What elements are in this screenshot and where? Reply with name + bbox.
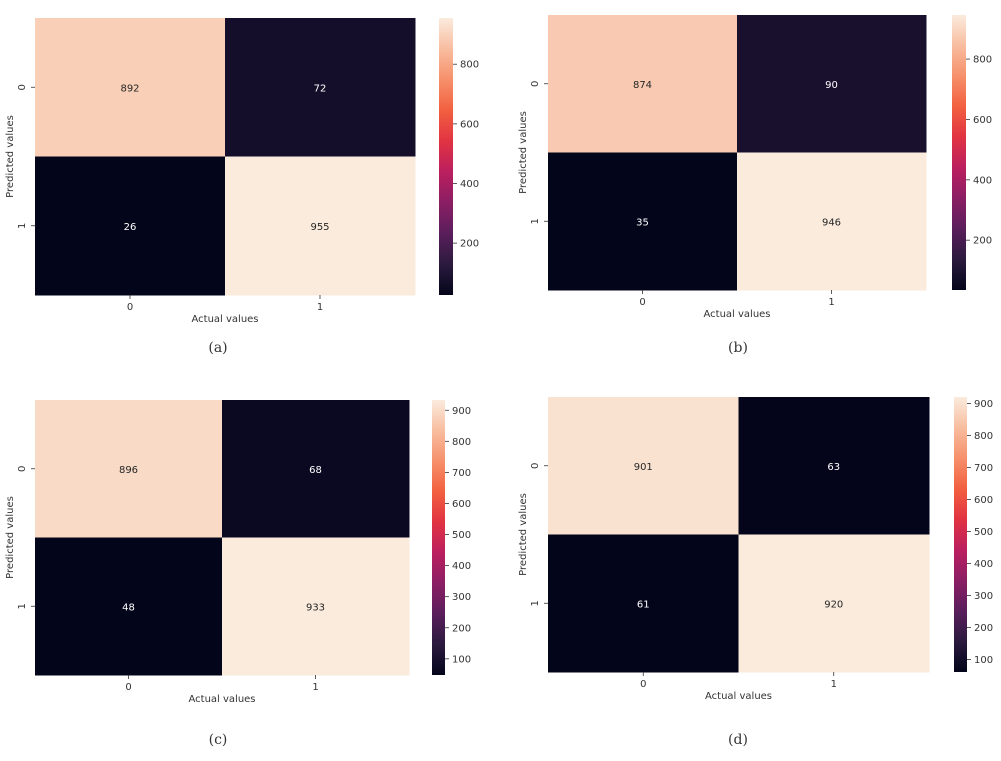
colorbar-tick-label-3: 400	[452, 561, 471, 572]
y-tick-label-1: 1	[17, 603, 28, 609]
colorbar-tick-label-6: 700	[974, 463, 993, 474]
y-axis-label: Predicted values	[518, 111, 529, 194]
heatmap-a: 892 72 26 955 0 1 0 1 Actual values Predicted val…	[5, 18, 479, 325]
caption-d: (d)	[728, 732, 748, 748]
cell-0-0	[548, 15, 738, 153]
y-tick-label-0: 0	[530, 463, 541, 469]
y-tick-label-1: 1	[530, 600, 541, 606]
y-axis-label: Predicted values	[5, 115, 16, 198]
cell-value-0-0: 901	[634, 462, 653, 473]
cell-1-1	[737, 152, 927, 291]
cell-value-1-1: 946	[822, 217, 841, 228]
colorbar-tick-label-3: 400	[974, 559, 993, 570]
y-axis-label: Predicted values	[518, 493, 529, 576]
caption-b: (b)	[728, 340, 748, 356]
colorbar-tick-label-2: 300	[974, 591, 993, 602]
cell-1-0	[35, 537, 223, 676]
y-tick-label-0: 0	[17, 466, 28, 472]
colorbar	[954, 397, 967, 672]
colorbar-tick-label-4: 500	[452, 530, 471, 541]
x-tick-label-0: 0	[127, 302, 133, 313]
cell-value-1-1: 933	[306, 602, 325, 613]
colorbar	[432, 400, 445, 675]
colorbar-tick-label-1: 400	[460, 179, 479, 190]
confusion-matrix-a: 892 72 26 955 0 1 0 1 Actual values Predicted val…	[0, 0, 500, 335]
x-axis-label: Actual values	[705, 691, 772, 702]
colorbar-tick-label-6: 700	[452, 468, 471, 479]
colorbar-tick-label-7: 800	[974, 431, 993, 442]
x-tick-label-0: 0	[125, 682, 131, 693]
cell-value-1-0: 26	[124, 222, 137, 233]
cell-value-1-0: 35	[636, 217, 649, 228]
colorbar-tick-label-2: 300	[452, 592, 471, 603]
cell-0-0	[35, 400, 223, 538]
colorbar-tick-label-0: 200	[973, 236, 992, 247]
y-tick-label-0: 0	[17, 84, 28, 90]
cell-1-1	[738, 534, 930, 673]
cell-1-0	[548, 534, 739, 673]
x-tick-label-0: 0	[639, 297, 645, 308]
confusion-matrix-c: 896 68 48 933 0 1 0 1 Actual values Predicted val…	[0, 380, 500, 715]
cell-value-1-0: 61	[637, 599, 650, 610]
cell-value-0-1: 72	[314, 83, 327, 94]
colorbar-tick-label-8: 900	[452, 406, 471, 417]
cell-0-1	[225, 18, 416, 157]
cell-0-0	[35, 18, 226, 157]
y-tick-label-0: 0	[530, 81, 541, 87]
cell-1-1	[225, 156, 416, 296]
cell-value-1-1: 955	[310, 222, 329, 233]
x-tick-label-1: 1	[317, 302, 323, 313]
cell-0-1	[737, 15, 927, 153]
y-tick-label-1: 1	[17, 223, 28, 229]
colorbar-tick-label-8: 900	[974, 399, 993, 410]
y-axis-label: Predicted values	[5, 496, 16, 579]
cell-0-1	[738, 397, 930, 535]
colorbar	[439, 18, 453, 295]
heatmap-d: 901 63 61 920 0 1 0 1 Actual values Predicted val…	[518, 397, 993, 702]
colorbar-tick-label-0: 100	[452, 654, 471, 665]
x-tick-label-0: 0	[640, 679, 646, 690]
cell-0-0	[548, 397, 739, 535]
confusion-matrix-b: 874 90 35 946 0 1 0 1 Actual values Predicted val…	[500, 0, 1000, 335]
x-tick-label-1: 1	[312, 682, 318, 693]
colorbar-tick-label-0: 200	[460, 239, 479, 250]
cell-value-1-1: 920	[824, 599, 843, 610]
cell-value-0-1: 68	[309, 465, 322, 476]
cell-value-0-0: 896	[119, 465, 138, 476]
x-tick-label-1: 1	[831, 679, 837, 690]
cell-value-0-1: 63	[827, 462, 840, 473]
cell-0-1	[222, 400, 410, 538]
cell-value-0-0: 892	[120, 83, 139, 94]
colorbar-tick-label-2: 600	[460, 119, 479, 130]
colorbar-tick-label-3: 800	[973, 55, 992, 66]
colorbar-tick-label-0: 100	[974, 655, 993, 666]
colorbar	[952, 15, 966, 290]
colorbar-tick-label-3: 800	[460, 60, 479, 71]
x-axis-label: Actual values	[703, 309, 770, 320]
cell-value-0-0: 874	[633, 80, 652, 91]
y-tick-label-1: 1	[530, 218, 541, 224]
x-axis-label: Actual values	[191, 314, 258, 325]
x-tick-label-1: 1	[828, 297, 834, 308]
cell-1-0	[35, 156, 226, 296]
x-axis-label: Actual values	[188, 694, 255, 705]
colorbar-tick-label-5: 600	[452, 499, 471, 510]
colorbar-tick-label-1: 200	[974, 623, 993, 634]
cell-value-1-0: 48	[122, 602, 135, 613]
heatmap-c: 896 68 48 933 0 1 0 1 Actual values Predicted val…	[5, 400, 471, 705]
colorbar-tick-label-1: 400	[973, 175, 992, 186]
confusion-matrix-d: 901 63 61 920 0 1 0 1 Actual values Predicted val…	[500, 380, 1000, 715]
colorbar-tick-label-2: 600	[973, 115, 992, 126]
colorbar-tick-label-7: 800	[452, 437, 471, 448]
colorbar-tick-label-5: 600	[974, 495, 993, 506]
caption-a: (a)	[208, 340, 228, 356]
cell-1-1	[222, 537, 410, 676]
cell-1-0	[548, 152, 738, 291]
colorbar-tick-label-1: 200	[452, 623, 471, 634]
caption-c: (c)	[208, 732, 228, 748]
colorbar-tick-label-4: 500	[974, 527, 993, 538]
cell-value-0-1: 90	[825, 80, 838, 91]
heatmap-b: 874 90 35 946 0 1 0 1 Actual values Predicted val…	[518, 15, 992, 320]
